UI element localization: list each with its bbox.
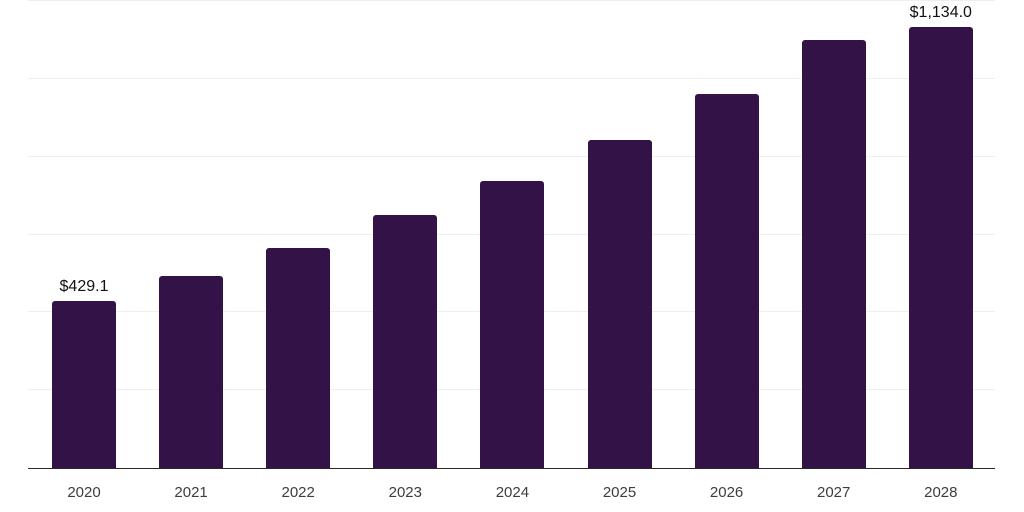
bar-2022 <box>266 248 331 468</box>
x-tick-2020: 2020 <box>67 484 101 501</box>
bar-2023 <box>373 215 438 468</box>
plot-area: $429.1 $1,134.0 <box>28 0 995 469</box>
bar-2021 <box>159 276 224 468</box>
gridline-1000 <box>28 77 995 79</box>
bar-2026 <box>694 93 759 468</box>
x-tick-2028: 2028 <box>924 484 958 501</box>
x-tick-2027: 2027 <box>817 484 851 501</box>
bar-2024 <box>480 180 545 468</box>
x-tick-2021: 2021 <box>174 484 208 501</box>
gridline-800 <box>28 155 995 157</box>
x-tick-2025: 2025 <box>602 484 637 501</box>
x-axis: 2020 2021 2022 2023 2024 2025 2026 2027 2028 <box>0 469 1024 512</box>
gridline-1200 <box>28 0 995 2</box>
x-tick-2022: 2022 <box>281 484 315 501</box>
bar-2027 <box>801 39 866 468</box>
bar-2025 <box>587 140 652 468</box>
bar-2020 <box>52 301 116 468</box>
x-tick-2023: 2023 <box>388 484 422 501</box>
bar-2028 <box>908 26 973 468</box>
x-tick-2026: 2026 <box>709 484 744 501</box>
x-tick-2024: 2024 <box>495 484 530 501</box>
bar-value-label-2028: $1,134.0 <box>909 3 972 21</box>
bar-value-label-2020: $429.1 <box>59 278 109 296</box>
